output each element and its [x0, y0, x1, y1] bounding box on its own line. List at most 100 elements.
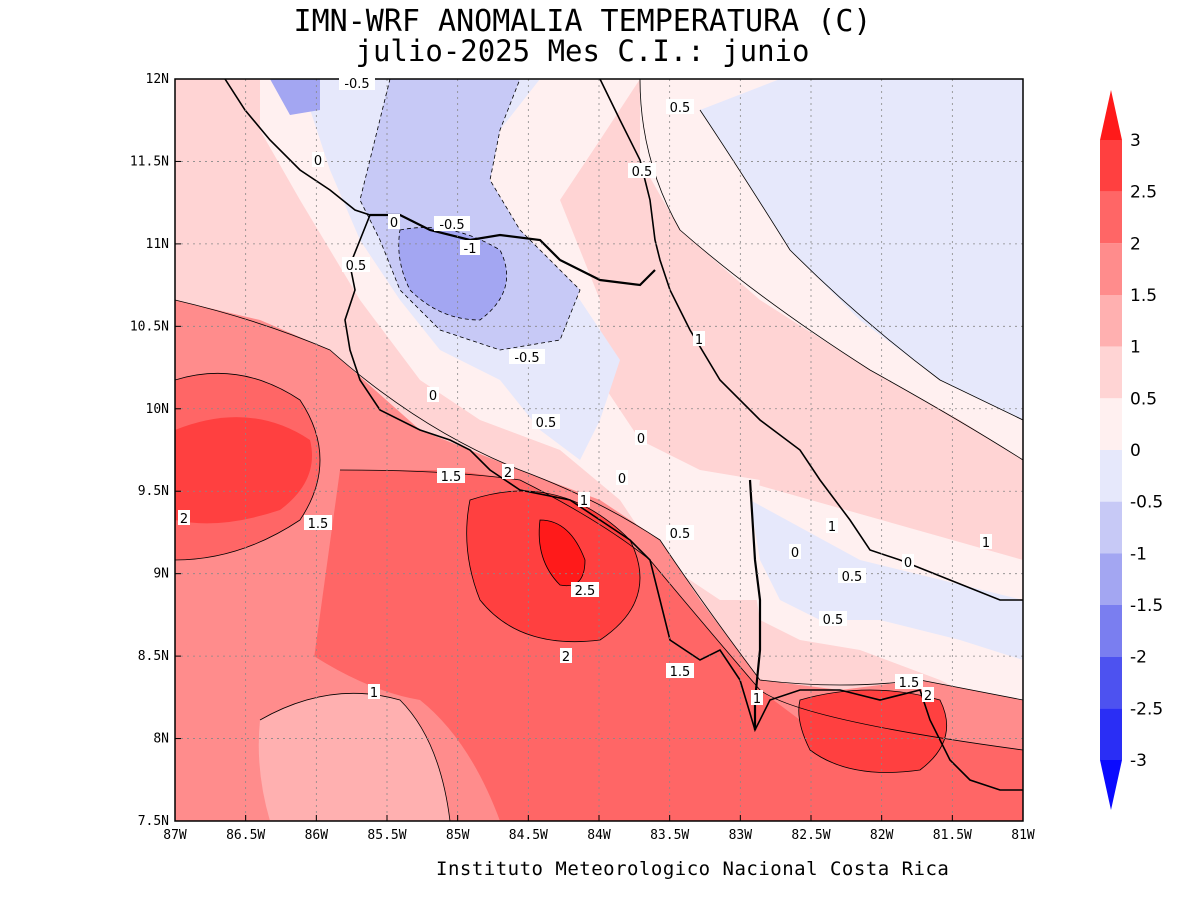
svg-text:0: 0: [618, 472, 626, 487]
colorbar-top-arrow: [1100, 90, 1122, 140]
svg-text:0.5: 0.5: [670, 101, 691, 116]
map-title: IMN-WRF ANOMALIA TEMPERATURA (C): [293, 4, 872, 39]
x-tick-label: 81W: [1011, 828, 1035, 843]
colorbar-label: -3: [1130, 751, 1147, 771]
contour-label: 1: [578, 492, 590, 509]
svg-text:-0.5: -0.5: [439, 218, 464, 233]
y-tick-label: 10N: [146, 402, 169, 417]
x-tick-label: 84.5W: [509, 828, 548, 843]
svg-text:0.5: 0.5: [536, 416, 557, 431]
colorbar-segment: [1100, 295, 1122, 347]
contour-label: 1.5: [895, 674, 923, 691]
contour-label: 0: [902, 554, 914, 571]
x-tick-label: 85W: [446, 828, 470, 843]
colorbar-segment: [1100, 398, 1122, 450]
colorbar-segment: [1100, 346, 1122, 399]
contour-label: 0.5: [666, 99, 694, 116]
svg-text:1.5: 1.5: [670, 665, 691, 680]
contour-label: 0.5: [628, 163, 656, 180]
colorbar-label: 3: [1130, 131, 1141, 151]
svg-text:0: 0: [429, 389, 437, 404]
svg-text:0.5: 0.5: [632, 165, 653, 180]
contour-label: 0.5: [819, 611, 847, 628]
contour-label: 2: [560, 648, 572, 665]
contour-label: 2.5: [571, 582, 599, 599]
contour-label: 0: [635, 430, 647, 447]
colorbar-label: 2.5: [1130, 183, 1157, 203]
x-tick-label: 82.5W: [791, 828, 830, 843]
svg-text:2: 2: [924, 689, 932, 704]
svg-text:-1: -1: [464, 242, 477, 257]
svg-text:0: 0: [637, 432, 645, 447]
svg-text:1: 1: [753, 692, 761, 707]
contour-label: 0.5: [342, 257, 370, 274]
colorbar-label: -2: [1130, 648, 1147, 668]
x-tick-label: 85.5W: [367, 828, 406, 843]
contour-label: 1.5: [666, 663, 694, 680]
contour-label: 2: [178, 510, 190, 527]
colorbar-segment: [1100, 191, 1122, 244]
grid: [175, 79, 1023, 821]
colorbar-label: 0: [1130, 441, 1141, 461]
colorbar-bottom-arrow: [1100, 760, 1122, 810]
contour-label: 2: [502, 464, 514, 481]
contour-label: 0: [789, 544, 801, 561]
colorbar-label: 1.5: [1130, 286, 1157, 306]
x-tick-label: 86W: [305, 828, 329, 843]
svg-text:2: 2: [562, 650, 570, 665]
svg-text:0.5: 0.5: [823, 613, 844, 628]
x-tick-label: 83.5W: [650, 828, 689, 843]
contour-label: -0.5: [434, 216, 470, 233]
contour-label: 1.5: [437, 468, 465, 485]
colorbar-label: -2.5: [1130, 699, 1163, 719]
svg-text:1.5: 1.5: [899, 676, 920, 691]
x-tick-label: 81.5W: [933, 828, 972, 843]
contour-label: 1: [368, 684, 380, 701]
y-tick-label: 7.5N: [138, 814, 169, 829]
x-tick-label: 84W: [587, 828, 611, 843]
contour-label: 0: [312, 152, 324, 169]
colorbar-label: 2: [1130, 234, 1141, 254]
colorbar-segment: [1100, 553, 1122, 605]
y-axis-ticks: 7.5N 8N 8.5N 9N 9.5N 10N 10.5N 11N 11.5N 12N: [130, 72, 181, 829]
contour-label: 0.5: [532, 414, 560, 431]
svg-text:1: 1: [982, 536, 990, 551]
colorbar-segment: [1100, 450, 1122, 502]
contour-label: 1: [693, 331, 705, 348]
svg-text:-0.5: -0.5: [344, 77, 369, 92]
svg-text:2.5: 2.5: [575, 584, 596, 599]
svg-text:0: 0: [314, 154, 322, 169]
svg-text:1: 1: [580, 494, 588, 509]
x-axis-ticks: 87W 86.5W 86W 85.5W 85W 84.5W 84W 83.5W 83W 82.5W…: [163, 815, 1035, 843]
map-subtitle: julio-2025 Mes C.I.: junio: [355, 34, 810, 68]
y-tick-label: 11N: [146, 237, 169, 252]
negative-contours: [359, 79, 581, 351]
contour-label: -0.5: [339, 75, 375, 92]
colorbar-label: 1: [1130, 338, 1141, 358]
y-tick-label: 8.5N: [138, 649, 169, 664]
y-tick-label: 8N: [153, 732, 169, 747]
x-tick-label: 86.5W: [226, 828, 265, 843]
y-tick-label: 11.5N: [130, 154, 169, 169]
colorbar-label: -1: [1130, 544, 1147, 564]
svg-text:-0.5: -0.5: [514, 351, 539, 366]
colorbar: 3 2.5 2 1.5 1 0.5 0 -0.5 -1 -1.5 -2 -2.5 -3: [1100, 90, 1163, 810]
colorbar-segment: [1100, 501, 1122, 554]
colorbar-segment: [1100, 243, 1122, 295]
colorbar-segment: [1100, 140, 1122, 192]
y-tick-label: 12N: [146, 72, 169, 87]
svg-text:2: 2: [180, 512, 188, 527]
svg-text:1: 1: [370, 686, 378, 701]
colorbar-segment: [1100, 605, 1122, 657]
contour-label: 0: [388, 214, 400, 231]
x-tick-label: 82W: [870, 828, 894, 843]
contour-label: 0.5: [838, 568, 866, 585]
svg-text:2: 2: [504, 466, 512, 481]
contour-label: 0.5: [666, 525, 694, 542]
contour-label: -0.5: [509, 349, 545, 366]
svg-text:0: 0: [390, 216, 398, 231]
colorbar-segment: [1100, 656, 1122, 709]
contour-label: 1: [980, 534, 992, 551]
y-tick-label: 9N: [153, 567, 169, 582]
